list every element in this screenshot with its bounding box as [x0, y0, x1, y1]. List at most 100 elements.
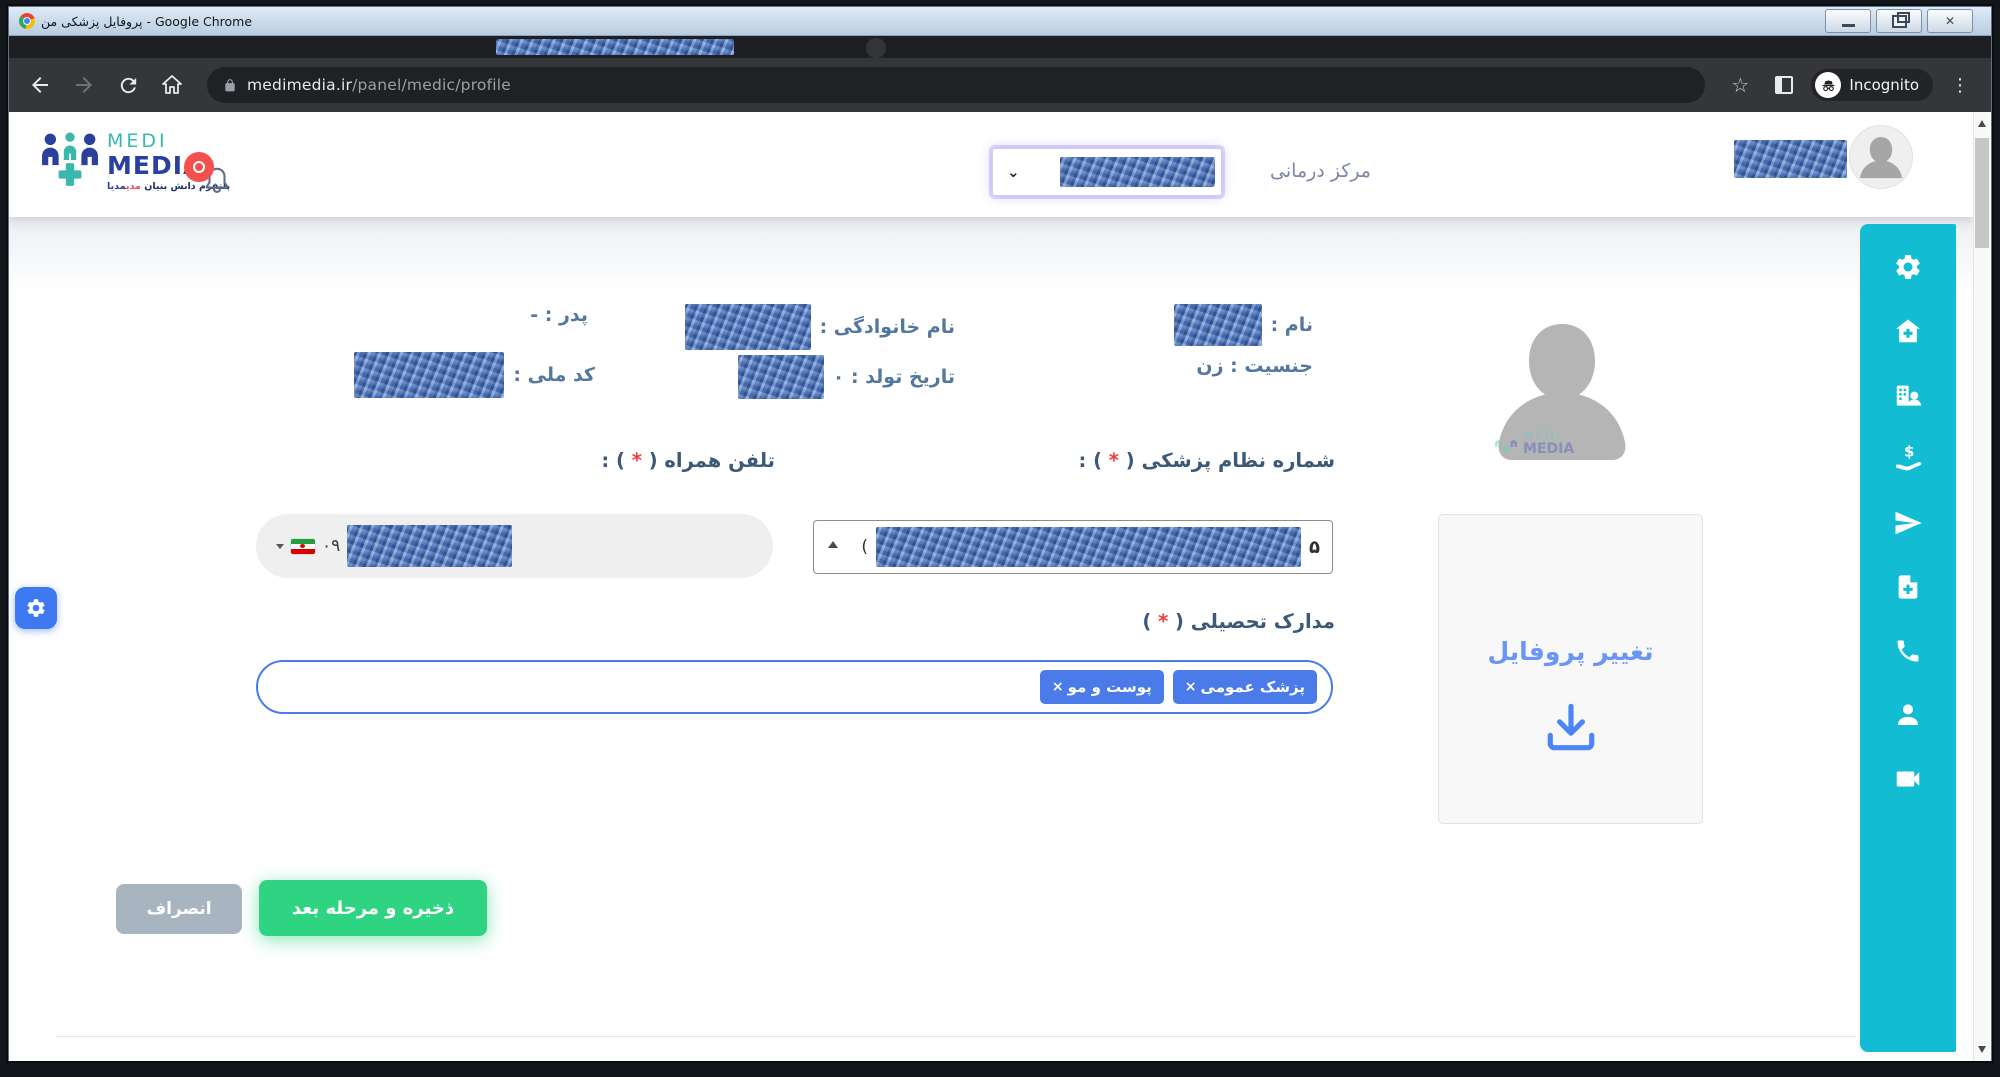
- medical-center-label: مرکز درمانی: [1270, 160, 1371, 182]
- photo-watermark: MEDI MEDIA: [1493, 430, 1574, 456]
- medical-number-input[interactable]: ۵ (: [813, 520, 1333, 574]
- home-button[interactable]: [155, 68, 189, 102]
- window-title: پروفایل پزشکی من - Google Chrome: [41, 13, 253, 29]
- browser-window: پروفایل پزشکی من - Google Chrome ✕ medim…: [8, 6, 1992, 1061]
- sidebar-item-send[interactable]: [1892, 507, 1924, 539]
- tag-chip[interactable]: × پوست و مو: [1039, 670, 1164, 704]
- flag-dropdown-arrow-icon[interactable]: [276, 543, 284, 549]
- svg-text:$: $: [1904, 444, 1914, 461]
- scrollbar-thumb[interactable]: [1975, 138, 1989, 248]
- paper-plane-icon: [1895, 511, 1922, 535]
- site-logo[interactable]: MEDI MEDIA پلتفرم دانش بنیان مدیمدیا: [41, 132, 230, 192]
- mobile-phone-input[interactable]: ۰۹: [256, 514, 773, 578]
- avatar-silhouette-icon: [1859, 137, 1903, 179]
- gender-label: جنسیت : زن: [1196, 355, 1313, 377]
- tag-label: پزشک عمومی: [1200, 678, 1305, 696]
- side-panel-button[interactable]: [1767, 68, 1801, 102]
- national-code-value-redacted: [354, 352, 505, 398]
- lock-icon: [225, 78, 235, 91]
- tab-title-redacted[interactable]: [496, 39, 734, 55]
- field-first-name: نام :: [1173, 304, 1313, 346]
- birth-date-label: تاریخ تولد : ۰: [832, 366, 955, 388]
- hand-dollar-icon: $: [1896, 444, 1922, 471]
- last-name-value-redacted: [684, 304, 811, 350]
- incognito-avatar: [1815, 72, 1842, 98]
- window-close-button[interactable]: ✕: [1927, 9, 1973, 33]
- field-gender: جنسیت : زن: [1196, 355, 1313, 377]
- incognito-label: Incognito: [1849, 76, 1919, 94]
- sidebar-item-phone[interactable]: [1892, 635, 1924, 667]
- change-profile-label: تغییر پروفایل: [1487, 636, 1654, 666]
- content-bottom-divider: [56, 1036, 1856, 1037]
- sidebar-item-documents[interactable]: [1892, 571, 1924, 603]
- close-icon: ✕: [1944, 14, 1956, 28]
- browser-menu-button[interactable]: ⋮: [1943, 68, 1977, 102]
- medical-number-label: شماره نظام پزشکی ( * ) :: [1078, 449, 1335, 472]
- forward-icon: [76, 77, 92, 93]
- caret-up-icon[interactable]: [828, 541, 838, 548]
- organization-staff-icon: [1896, 385, 1922, 406]
- window-minimize-button[interactable]: [1825, 9, 1871, 33]
- phone-prefix: ۰۹: [322, 536, 341, 556]
- quick-settings-button[interactable]: [15, 587, 57, 629]
- cancel-button[interactable]: انصراف: [116, 884, 242, 934]
- save-next-button[interactable]: ذخیره و مرحله بعد: [259, 880, 487, 936]
- user-avatar[interactable]: [1849, 125, 1913, 189]
- field-last-name: نام خانوادگی :: [684, 304, 955, 350]
- profile-photo-placeholder: MEDI MEDIA: [1491, 314, 1633, 474]
- field-birth-date: تاریخ تولد : ۰: [737, 355, 955, 399]
- medical-number-paren: (: [861, 537, 868, 557]
- sidebar-item-profile[interactable]: [1892, 699, 1924, 731]
- last-name-label: نام خانوادگی :: [819, 316, 955, 338]
- sidebar-item-staff[interactable]: [1892, 379, 1924, 411]
- url-text: medimedia.ir/panel/medic/profile: [247, 76, 512, 94]
- window-restore-button[interactable]: [1876, 9, 1922, 33]
- scroll-down-icon[interactable]: [1978, 1046, 1986, 1053]
- phone-icon: [1897, 640, 1919, 662]
- user-name-redacted: [1734, 140, 1847, 178]
- sidebar-item-clinic[interactable]: [1892, 315, 1924, 347]
- medical-number-digit: ۵: [1309, 536, 1320, 558]
- window-titlebar[interactable]: پروفایل پزشکی من - Google Chrome ✕: [9, 7, 1991, 36]
- sidebar-item-payments[interactable]: $: [1892, 443, 1924, 475]
- change-profile-card[interactable]: تغییر پروفایل: [1438, 514, 1703, 824]
- download-icon[interactable]: [1542, 700, 1600, 754]
- selected-center-redacted: [1059, 157, 1215, 187]
- tab-close-icon[interactable]: [866, 38, 886, 58]
- forward-button[interactable]: [67, 68, 101, 102]
- sidebar-item-video[interactable]: [1892, 763, 1924, 795]
- reload-button[interactable]: [111, 68, 145, 102]
- mobile-label: تلفن همراه ( * ) :: [601, 449, 775, 472]
- chrome-logo-icon: [19, 13, 35, 29]
- incognito-icon: [1822, 80, 1835, 91]
- bookmark-button[interactable]: ☆: [1723, 68, 1757, 102]
- remove-tag-icon[interactable]: ×: [1051, 679, 1064, 695]
- field-father: پدر : -: [530, 304, 588, 326]
- required-star: *: [631, 449, 642, 472]
- first-name-label: نام :: [1270, 314, 1313, 336]
- logo-line1: MEDI: [107, 130, 168, 152]
- side-panel-icon: [1775, 76, 1794, 94]
- window-controls: ✕: [1825, 9, 1973, 33]
- watermark-line1: MEDI: [1523, 429, 1562, 443]
- remove-tag-icon[interactable]: ×: [1184, 679, 1197, 695]
- sidebar-item-settings[interactable]: [1892, 251, 1924, 283]
- back-icon: [32, 77, 48, 93]
- back-button[interactable]: [23, 68, 57, 102]
- scroll-up-icon[interactable]: [1978, 120, 1986, 127]
- browser-toolbar: medimedia.ir/panel/medic/profile ☆ Incog…: [9, 58, 1991, 112]
- tag-label: پوست و مو: [1067, 678, 1152, 696]
- specialty-tags-input[interactable]: × پزشک عمومی × پوست و مو: [256, 660, 1333, 714]
- page-scrollbar[interactable]: [1973, 112, 1991, 1061]
- home-icon: [162, 75, 182, 94]
- right-nav-sidebar: $: [1860, 224, 1956, 1052]
- notifications[interactable]: [184, 150, 244, 210]
- watermark-line2: MEDIA: [1523, 441, 1575, 457]
- reload-icon: [120, 77, 136, 93]
- gear-icon: [27, 599, 45, 617]
- tag-chip[interactable]: × پزشک عمومی: [1172, 670, 1317, 704]
- address-bar[interactable]: medimedia.ir/panel/medic/profile: [207, 67, 1706, 103]
- page-viewport: MEDI MEDIA پلتفرم دانش بنیان مدیمدیا ⌄ م…: [9, 112, 1991, 1061]
- file-plus-icon: [1898, 575, 1918, 599]
- medical-center-select[interactable]: ⌄: [992, 148, 1222, 196]
